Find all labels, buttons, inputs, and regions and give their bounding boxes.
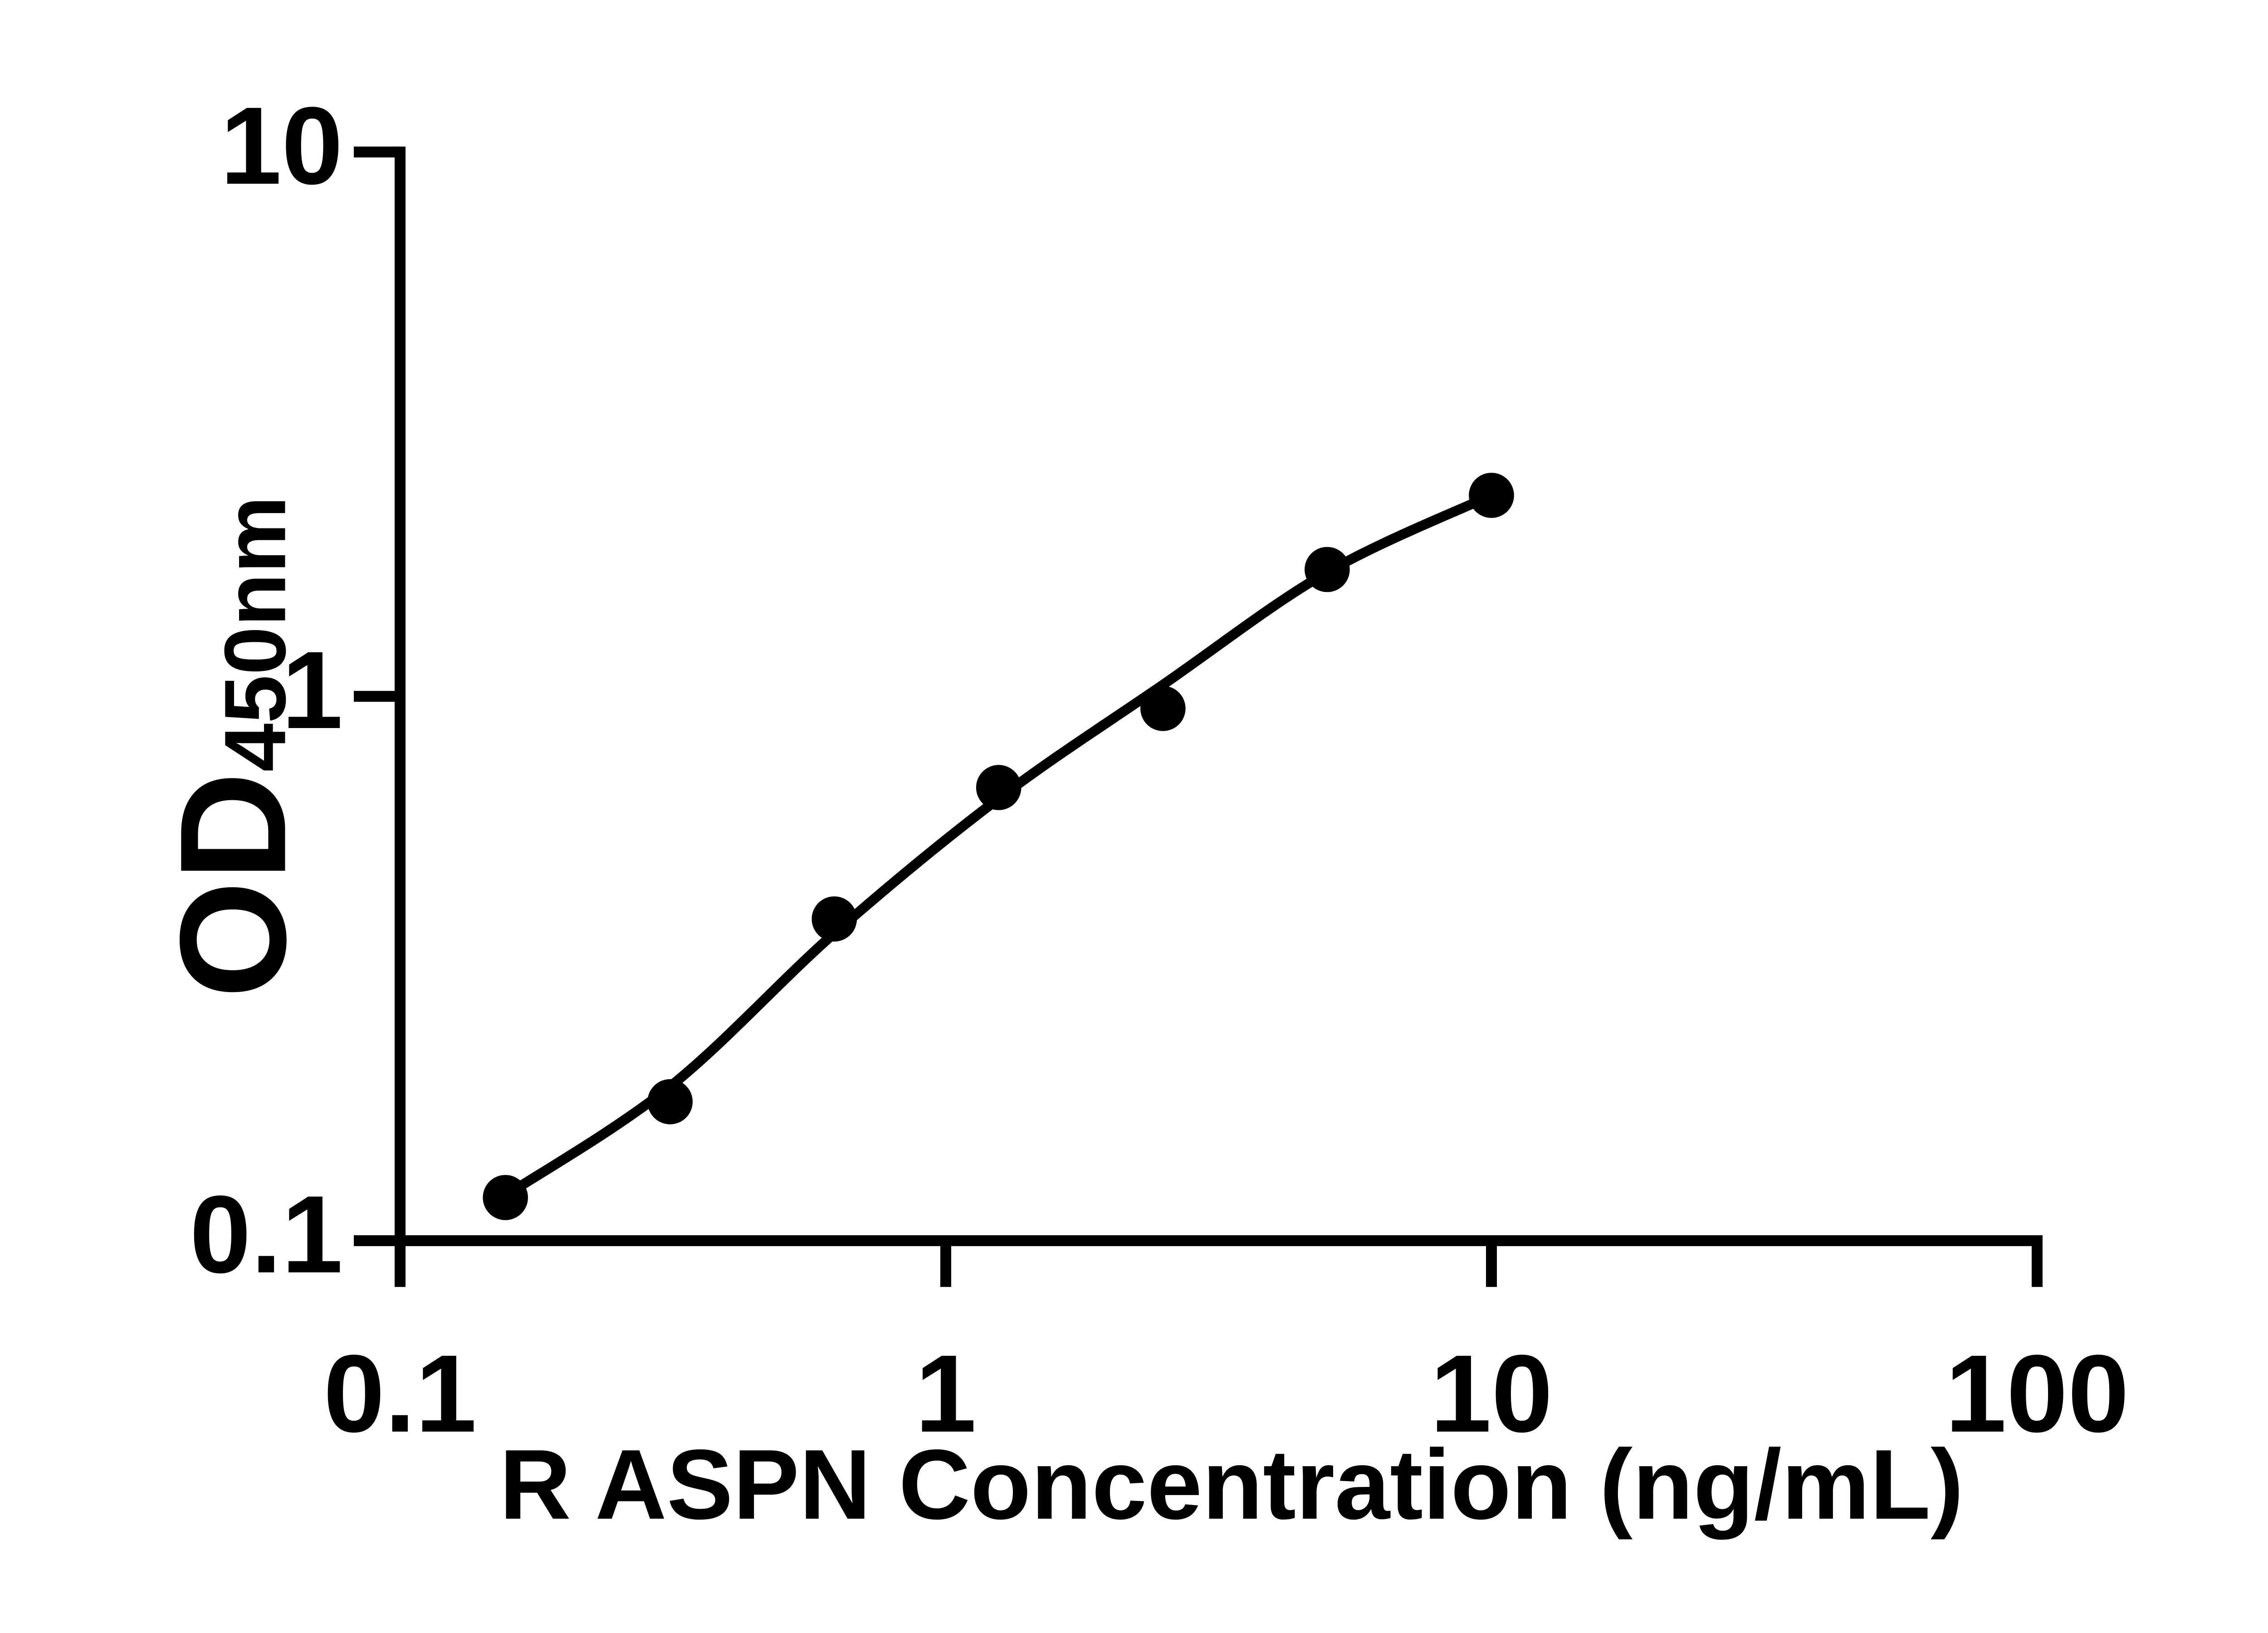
y-tick-label-10: 10 [220, 85, 343, 208]
x-tick-label-100: 100 [1945, 1334, 2129, 1457]
data-point [1305, 547, 1350, 592]
data-point-layer [483, 473, 1514, 1220]
data-point [1469, 473, 1514, 518]
od-label-subscript: 450nm [206, 496, 304, 772]
od-label-main: OD [149, 772, 318, 998]
y-axis-title: OD450nm [149, 496, 318, 998]
y-tick-label-0p1: 0.1 [190, 1174, 343, 1297]
x-axis-title: R ASPN Concentration (ng/mL) [499, 1430, 1964, 1540]
data-point [1140, 685, 1186, 731]
data-point [483, 1175, 528, 1220]
data-point [811, 896, 857, 942]
x-tick-label-10: 10 [1430, 1334, 1553, 1457]
x-tick-label-0p1: 0.1 [323, 1334, 477, 1457]
x-tick-label-1: 1 [915, 1334, 977, 1457]
y-tick-label-1: 1 [281, 630, 343, 753]
data-point [976, 765, 1022, 810]
data-point [647, 1079, 693, 1125]
